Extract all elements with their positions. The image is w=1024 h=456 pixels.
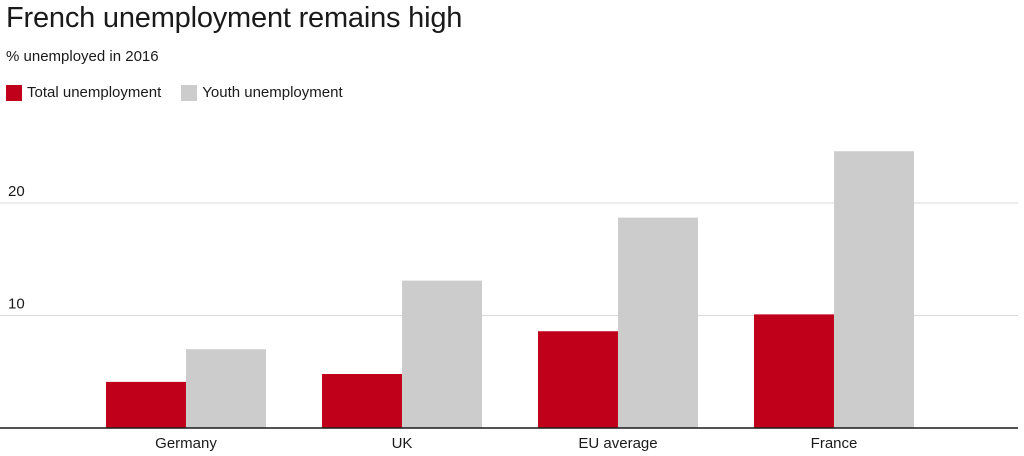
legend-swatch-total bbox=[6, 84, 22, 101]
bar-total-france bbox=[754, 314, 834, 428]
bar-youth-france bbox=[834, 151, 914, 428]
legend-item-total: Total unemployment bbox=[6, 84, 161, 101]
x-tick-label-germany: Germany bbox=[155, 435, 217, 452]
chart-subtitle: % unemployed in 2016 bbox=[6, 48, 159, 65]
legend-swatch-youth bbox=[181, 84, 198, 101]
x-tick-label-uk: UK bbox=[392, 435, 413, 452]
y-tick-label-20: 20 bbox=[8, 183, 25, 200]
legend-item-youth: Youth unemployment bbox=[181, 84, 343, 101]
y-tick-label-10: 10 bbox=[8, 296, 25, 313]
legend-label-total: Total unemployment bbox=[27, 84, 162, 101]
x-tick-label-france: France bbox=[811, 435, 858, 452]
legend: Total unemployment Youth unemployment bbox=[6, 84, 363, 101]
bar-total-germany bbox=[106, 381, 186, 428]
x-tick-label-eu-average: EU average bbox=[578, 435, 657, 452]
bar-youth-germany bbox=[186, 349, 266, 428]
chart-title: French unemployment remains high bbox=[6, 2, 463, 34]
bar-total-uk bbox=[322, 374, 402, 428]
bar-total-eu-average bbox=[538, 331, 618, 428]
bar-youth-eu-average bbox=[618, 217, 698, 428]
bar-youth-uk bbox=[402, 280, 482, 428]
legend-label-youth: Youth unemployment bbox=[202, 84, 343, 101]
